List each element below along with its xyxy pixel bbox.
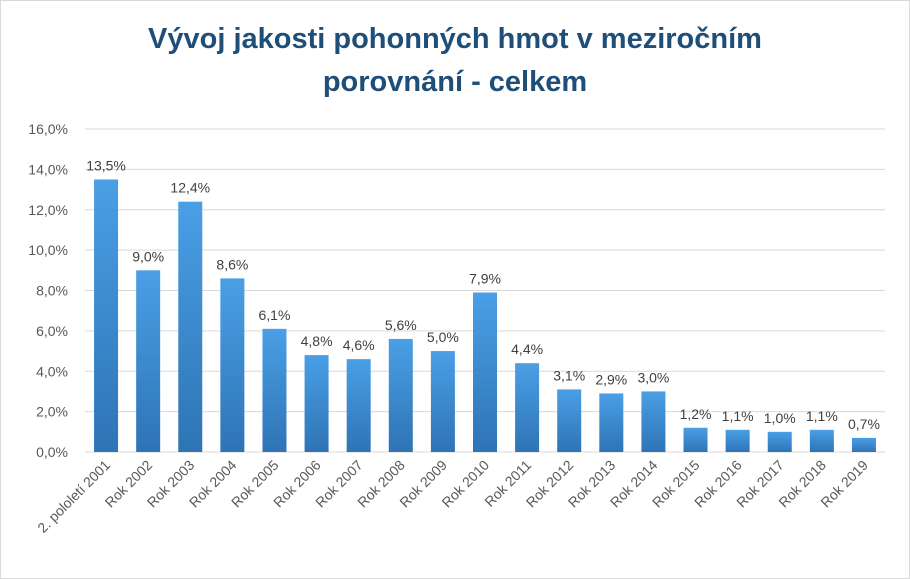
bar <box>220 278 245 452</box>
x-tick-label: 2. pololetí 2001 <box>34 457 113 536</box>
data-label: 1,1% <box>806 408 838 424</box>
chart-title-line1: Vývoj jakosti pohonných hmot v meziroční… <box>148 23 762 55</box>
data-label: 4,6% <box>343 337 375 353</box>
data-label: 3,1% <box>553 367 585 383</box>
bar <box>557 389 582 452</box>
data-label: 0,7% <box>848 416 880 432</box>
data-label: 1,1% <box>722 408 754 424</box>
data-label: 3,0% <box>637 369 669 385</box>
bar <box>515 363 540 452</box>
bar <box>641 391 666 452</box>
y-tick-label: 10,0% <box>28 242 68 258</box>
data-label: 1,2% <box>680 406 712 422</box>
data-label: 2,9% <box>595 371 627 387</box>
data-label: 4,8% <box>301 333 333 349</box>
bar <box>94 179 119 452</box>
data-label: 5,0% <box>427 329 459 345</box>
chart-title-line2: porovnání - celkem <box>322 66 588 98</box>
bar <box>262 328 287 452</box>
bar <box>683 427 708 452</box>
bar <box>136 270 161 452</box>
bar <box>178 201 203 452</box>
data-label: 8,6% <box>216 256 248 272</box>
y-tick-label: 0,0% <box>36 444 68 460</box>
chart-title: Vývoj jakosti pohonných hmot v meziroční… <box>0 18 910 104</box>
bar <box>388 338 413 452</box>
data-label: 13,5% <box>86 157 126 173</box>
bar <box>725 429 750 452</box>
y-tick-label: 4,0% <box>36 363 68 379</box>
data-label: 4,4% <box>511 341 543 357</box>
y-tick-label: 2,0% <box>36 404 68 420</box>
bar <box>599 393 624 452</box>
bar <box>346 359 371 452</box>
bar <box>304 355 329 452</box>
y-tick-label: 12,0% <box>28 202 68 218</box>
data-label: 1,0% <box>764 410 796 426</box>
bar <box>430 351 455 452</box>
bar <box>767 431 792 452</box>
y-tick-label: 6,0% <box>36 323 68 339</box>
bar <box>851 437 876 452</box>
bar <box>473 292 497 452</box>
bar <box>809 429 834 452</box>
y-tick-label: 14,0% <box>28 161 68 177</box>
y-tick-label: 8,0% <box>36 283 68 299</box>
data-label: 6,1% <box>259 307 291 323</box>
data-label: 7,9% <box>469 271 501 287</box>
y-tick-label: 16,0% <box>28 121 68 137</box>
data-label: 5,6% <box>385 317 417 333</box>
data-label: 12,4% <box>170 180 210 196</box>
data-label: 9,0% <box>132 248 164 264</box>
